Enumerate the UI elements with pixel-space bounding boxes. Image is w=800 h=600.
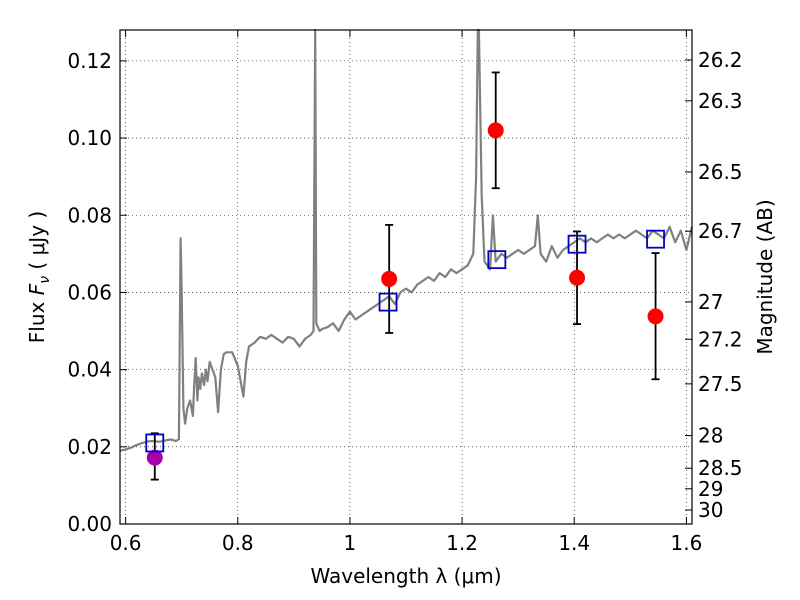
y2-tick-label: 27.2 (698, 327, 743, 351)
plot-frame (119, 29, 693, 525)
model-point-square (646, 229, 665, 249)
y-axis-label-prefix: Flux (25, 295, 49, 343)
axis-ticks: 0.6 0.8 1 1.2 1.4 1.6 0.00 0.02 0.04 0.06 0.08 0.10… (67, 30, 743, 555)
x-tick-label: 1.4 (558, 531, 590, 555)
y-axis-label: Flux Fν ( μJy ) (25, 211, 53, 343)
x-tick-label: 0.8 (222, 531, 254, 555)
y2-tick-label: 27 (698, 290, 723, 314)
data-point-circle (381, 270, 398, 287)
y2-tick-label: 28.5 (698, 456, 743, 480)
x-axis-label: Wavelength λ (μm) (310, 564, 501, 588)
y2-tick-label: 26.2 (698, 48, 743, 72)
y2-tick-label: 26.5 (698, 160, 743, 184)
y2-tick-label: 29 (698, 477, 723, 501)
data-point-circle (487, 122, 504, 139)
model-spectrum (119, 28, 694, 452)
data-point-circle (647, 308, 664, 325)
y-axis-label-subscript: ν (37, 276, 53, 284)
y2-tick-label: 26.7 (698, 219, 743, 243)
y-axis-label-symbol: F (25, 283, 49, 295)
y-tick-label: 0.06 (67, 280, 112, 304)
model-point-square (567, 234, 587, 254)
x-tick-label: 1.6 (670, 531, 702, 555)
y2-tick-label: 27.5 (698, 372, 743, 396)
x-tick-label: 1 (344, 531, 357, 555)
grid (120, 30, 692, 525)
y-tick-label: 0.12 (67, 49, 112, 73)
y-axis-label-suffix: ( μJy ) (25, 211, 49, 276)
y2-tick-label: 26.3 (698, 89, 743, 113)
data-point-circle (569, 269, 586, 286)
y-tick-label: 0.08 (67, 203, 112, 227)
model-point-square (145, 433, 165, 453)
y2-tick-label: 28 (698, 424, 723, 448)
model-point-square (378, 292, 398, 312)
y2-tick-label: 30 (698, 498, 723, 522)
data-point-circle (146, 449, 163, 466)
y-tick-label: 0.02 (67, 435, 112, 459)
x-tick-label: 0.6 (110, 531, 142, 555)
y-tick-label: 0.04 (67, 358, 112, 382)
photometry-points (145, 71, 665, 481)
y2-axis-label: Magnitude (AB) (753, 199, 777, 354)
y-tick-label: 0.10 (67, 126, 112, 150)
model-spectrum-line (119, 28, 694, 452)
model-point-square (487, 250, 507, 270)
y-tick-label: 0.00 (67, 512, 112, 536)
x-tick-label: 1.2 (446, 531, 478, 555)
